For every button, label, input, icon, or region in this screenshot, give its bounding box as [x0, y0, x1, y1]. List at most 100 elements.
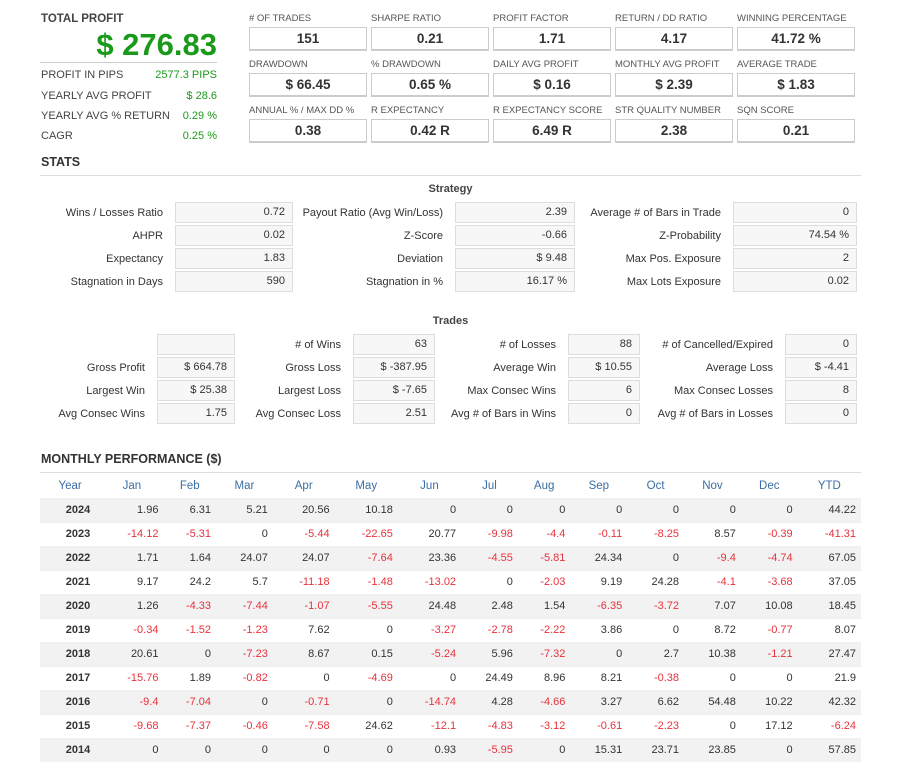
metric-card: R EXPECTANCY 0.42 R	[371, 105, 489, 143]
value-cell: -0.11	[570, 521, 628, 546]
metric-card: SQN SCORE 0.21	[737, 105, 855, 143]
year-cell: 2020	[40, 593, 101, 618]
table-row: 2024 1.96 6.31 5.21 20.56 10.18 0 0 0 0 0 0 0 44.22	[40, 497, 861, 522]
divider	[40, 62, 217, 63]
summary-row: YEARLY AVG % RETURN 0.29 %	[41, 110, 217, 122]
value-cell: 0	[163, 641, 216, 666]
value-cell: 1.54	[517, 593, 571, 618]
value-cell: -22.65	[334, 521, 398, 546]
metric-label: ANNUAL % / MAX DD %	[249, 105, 355, 116]
value-cell: 1.96	[100, 497, 164, 522]
value-cell: 0	[740, 665, 798, 690]
column-header: Mar	[234, 479, 255, 492]
value-cell: -5.55	[334, 593, 398, 618]
column-header: Jul	[482, 479, 497, 492]
table-row: 2017 -15.76 1.89 -0.82 0 -4.69 0 24.49 8.96 8.21-…	[40, 665, 861, 690]
value-cell: -1.48	[334, 569, 398, 594]
trade-label: Average Win	[493, 362, 556, 374]
value-cell: -2.23	[627, 713, 685, 738]
stat-label: AHPR	[132, 230, 163, 242]
value-cell: 10.22	[740, 689, 798, 714]
divider	[40, 175, 861, 176]
year-cell: 2017	[40, 665, 101, 690]
metric-card: DAILY AVG PROFIT $ 0.16	[493, 59, 611, 97]
stat-label: Expectancy	[106, 253, 163, 265]
value-cell: -13.02	[397, 569, 462, 594]
value-cell: 24.62	[334, 713, 398, 738]
value-cell: 3.86	[570, 617, 628, 642]
value-cell: 0	[684, 665, 741, 690]
stat-value: 74.54 %	[733, 225, 857, 246]
value-cell: 10.38	[684, 641, 741, 666]
value-cell: -0.34	[100, 617, 164, 642]
metric-value: 1.71	[493, 27, 611, 51]
column-header: Apr	[294, 479, 313, 492]
value-cell: -0.71	[272, 689, 335, 714]
value-cell: 0	[570, 641, 628, 666]
value-cell: -3.68	[740, 569, 798, 594]
column-header: Nov	[702, 479, 723, 492]
trade-value: 0	[568, 403, 640, 424]
value-cell: 9.17	[100, 569, 164, 594]
column-header: Oct	[646, 479, 665, 492]
value-cell: -1.07	[272, 593, 335, 618]
value-cell: 0	[570, 497, 628, 522]
trade-value: $ -4.41	[785, 357, 857, 378]
value-cell: 15.31	[570, 737, 628, 762]
value-cell: -3.27	[397, 617, 462, 642]
value-cell: -2.78	[461, 617, 518, 642]
value-cell: 0	[627, 497, 685, 522]
value-cell: 6.62	[627, 689, 685, 714]
value-cell: 0	[216, 737, 273, 762]
trade-label: Gross Loss	[285, 362, 341, 374]
value-cell: 0	[740, 497, 798, 522]
summary-value: 0.25 %	[182, 130, 217, 142]
stat-label: Average # of Bars in Trade	[590, 207, 721, 219]
metric-label: R EXPECTANCY	[371, 105, 445, 116]
trade-label: Avg # of Bars in Wins	[451, 408, 556, 420]
stat-label: Stagnation in %	[365, 276, 443, 288]
metric-label: R EXPECTANCY SCORE	[493, 105, 603, 116]
trade-value: $ 664.78	[157, 357, 235, 378]
value-cell: -41.31	[797, 521, 861, 546]
summary-label: CAGR	[41, 130, 73, 142]
metric-label: DRAWDOWN	[249, 59, 308, 70]
summary-value: 0.29 %	[182, 110, 217, 122]
value-cell: 23.36	[397, 545, 462, 570]
value-cell: 0	[517, 737, 571, 762]
metric-label: SHARPE RATIO	[371, 13, 442, 24]
trade-label: # of Losses	[499, 339, 556, 351]
summary-row: YEARLY AVG PROFIT $ 28.6	[41, 90, 217, 102]
value-cell: 24.07	[272, 545, 335, 570]
value-cell: -9.4	[684, 545, 741, 570]
value-cell: 27.47	[797, 641, 861, 666]
value-cell: 0	[334, 689, 398, 714]
value-cell: 20.56	[272, 497, 335, 522]
trade-label: Avg Consec Loss	[255, 408, 341, 420]
trade-value: $ -387.95	[353, 357, 435, 378]
value-cell: 8.57	[684, 521, 741, 546]
summary-label: YEARLY AVG PROFIT	[41, 90, 152, 102]
metric-value: 4.17	[615, 27, 733, 51]
column-header: YTD	[817, 479, 841, 492]
value-cell: -7.32	[517, 641, 571, 666]
value-cell: -4.74	[740, 545, 798, 570]
stat-value: 0.72	[175, 202, 293, 223]
stat-label: Max Pos. Exposure	[625, 253, 721, 265]
value-cell: -0.38	[627, 665, 685, 690]
value-cell: 20.77	[397, 521, 462, 546]
value-cell: 24.48	[397, 593, 462, 618]
metric-card: % DRAWDOWN 0.65 %	[371, 59, 489, 97]
metric-value: 0.42 R	[371, 119, 489, 143]
summary-value: $ 28.6	[186, 90, 217, 102]
column-header: Year	[58, 479, 82, 492]
value-cell: 20.61	[100, 641, 164, 666]
year-cell: 2024	[40, 497, 101, 522]
value-cell: 8.07	[797, 617, 861, 642]
value-cell: -7.23	[216, 641, 273, 666]
value-cell: -5.95	[461, 737, 518, 762]
value-cell: -4.1	[684, 569, 741, 594]
trade-label: Largest Win	[86, 385, 145, 397]
trade-value: 8	[785, 380, 857, 401]
value-cell: 0	[397, 497, 462, 522]
